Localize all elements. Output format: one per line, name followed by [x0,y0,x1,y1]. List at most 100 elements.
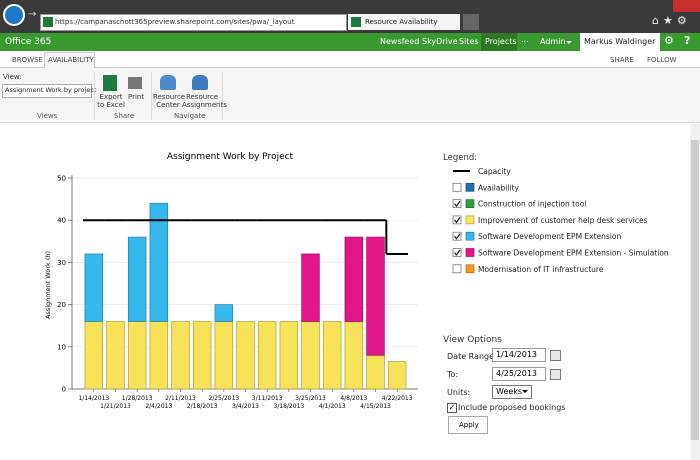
group-label: Share [114,112,135,120]
scroll-thumb[interactable] [691,140,699,440]
units-select[interactable]: Weeks [492,385,532,399]
bar-segment [366,354,385,390]
bar-segment [344,321,364,390]
x-tick-label: 4/1/2013 [319,403,346,410]
x-tick-label: 2/4/2013 [145,403,172,410]
x-tick-label: 1/21/2013 [100,403,131,410]
legend-label: Software Development EPM Extension - Sim… [478,249,669,258]
proposed-checkbox[interactable]: ✓ [447,403,457,413]
legend-checkbox [452,199,462,208]
to-value: 4/25/2013 [496,369,538,378]
user-menu[interactable]: Markus Waldinger [580,33,660,51]
y-tick-label: 30 [57,259,66,267]
legend-swatch [465,199,475,208]
bar-segment [171,321,190,390]
view-select[interactable]: Assignment Work by project [2,84,96,98]
legend-swatch [465,231,475,241]
bar-segment [214,304,234,322]
x-tick-label: 4/22/2013 [382,395,413,402]
legend-checkbox [452,182,462,192]
bar-segment [84,253,104,322]
bar-segment [149,202,169,322]
suite-link[interactable]: Newsfeed [380,37,420,46]
url: https://campanaschott365preview.sharepoi… [55,18,295,26]
y-tick-label: 40 [57,217,66,225]
legend-checkbox [452,264,462,274]
legend-check [454,233,461,240]
resource-center-icon [160,75,176,90]
bar-segment [149,321,169,390]
to-label: To: [447,370,459,379]
x-tick-label: 3/25/2013 [295,395,326,402]
calendar-icon[interactable] [550,350,561,361]
share-action[interactable]: SHARE [610,56,634,64]
legend-check [454,249,461,257]
tab-title: Resource Availability [365,18,438,26]
suite-link[interactable]: Sites [459,37,479,46]
back-button[interactable] [3,4,25,26]
close-button[interactable] [673,0,700,12]
date-range-input[interactable]: 1/14/2013 [492,348,546,362]
legend-title: Legend: [443,153,477,163]
legend-check [454,217,461,224]
bar-segment [301,321,320,390]
brand[interactable]: Office 365 [5,37,52,47]
x-tick-label: 1/28/2013 [122,395,153,402]
to-input[interactable]: 4/25/2013 [492,367,546,381]
ribbon-button[interactable]: Resource Assignments [182,93,227,109]
ribbon-tab-active[interactable]: AVAILABILITY [44,52,95,68]
suite-bar [0,33,700,51]
ribbon-button[interactable]: Export to Excel [97,93,125,109]
calendar-icon[interactable] [550,369,561,380]
view-options-title: View Options [443,335,502,345]
bar-segment [192,321,212,390]
site-icon [43,17,53,27]
y-tick-label: 50 [57,175,66,183]
ribbon-button[interactable]: Resource Center [153,93,186,109]
legend-label: Software Development EPM Extension [478,232,622,241]
address-bar[interactable]: https://campanaschott365preview.sharepoi… [40,14,347,31]
legend-swatch [465,215,475,225]
bar-segment [366,236,385,356]
group-label: Views [37,112,58,120]
view-select-text: Assignment Work by project [5,86,97,94]
new-tab[interactable] [463,14,479,30]
separator [151,72,152,120]
group-label: Navigate [174,112,206,120]
x-tick-label: 2/18/2013 [187,403,218,410]
legend-label: Availability [478,183,519,192]
suite-link[interactable]: ... [521,35,529,44]
bar-segment [279,321,299,390]
legend-check [454,200,461,208]
forward-button[interactable]: → [28,9,37,20]
x-tick-label: 4/15/2013 [360,403,391,410]
bar-segment [127,236,147,322]
units-label: Units: [447,388,471,397]
legend-swatch [465,264,475,274]
chart-title: Assignment Work by Project [167,152,294,162]
follow-action[interactable]: FOLLOW [647,56,677,64]
bar-segment [84,321,104,390]
browser-icons[interactable]: ⌂★⚙ [652,14,691,27]
ribbon-button[interactable]: Print [128,93,145,101]
bar-segment [127,321,147,390]
bar-segment [214,321,234,390]
suite-link[interactable]: SkyDrive [422,37,458,46]
settings-icon[interactable]: ⚙ [664,34,674,47]
resource-assignments-icon [192,75,208,90]
apply-button[interactable]: Apply [448,416,488,434]
x-tick-label: 3/11/2013 [252,395,283,402]
suite-link[interactable]: Projects [485,37,517,46]
proposed-label: Include proposed bookings [458,403,566,412]
y-tick-label: 0 [62,386,66,394]
ribbon-tab[interactable]: BROWSE [12,56,43,64]
dropdown-arrow [522,390,528,396]
print-icon [128,77,142,89]
browser-tab[interactable]: Resource Availability [348,14,460,30]
legend-label: Construction of injection tool [478,200,586,209]
suite-link[interactable]: Admin [540,37,566,46]
active-link-bg [481,33,517,51]
bar-segment [322,321,342,390]
help-icon[interactable]: ? [684,34,691,47]
